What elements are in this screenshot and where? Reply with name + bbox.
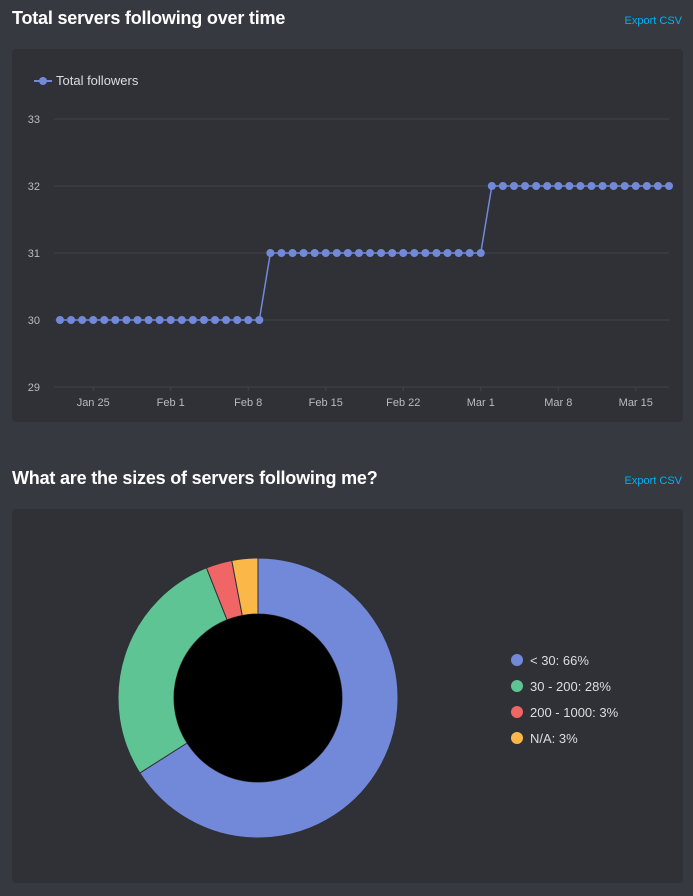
data-point <box>255 316 264 324</box>
legend-item: 30 - 200: 28% <box>511 673 618 699</box>
legend-item: < 30: 66% <box>511 647 618 673</box>
data-point <box>211 316 220 324</box>
sizes-chart-panel <box>12 509 683 883</box>
data-point <box>642 182 651 190</box>
data-point <box>498 182 507 190</box>
data-point <box>177 316 186 324</box>
data-point <box>122 316 131 324</box>
data-point <box>155 316 164 324</box>
sizes-legend: < 30: 66% 30 - 200: 28% 200 - 1000: 3% N/A:… <box>511 647 618 751</box>
legend-label: N/A: 3% <box>530 730 578 746</box>
data-point <box>56 316 64 324</box>
legend-label: 30 - 200: 28% <box>530 678 611 694</box>
x-tick-label: Feb 22 <box>386 397 420 409</box>
export-csv-sizes-link[interactable]: Export CSV <box>624 475 682 487</box>
legend-swatch <box>511 732 523 744</box>
data-point <box>631 182 640 190</box>
x-tick-label: Jan 25 <box>77 397 110 409</box>
data-point <box>366 249 375 257</box>
data-point <box>554 182 563 190</box>
data-point <box>443 249 452 257</box>
data-point <box>465 249 474 257</box>
data-point <box>299 249 308 257</box>
data-point <box>89 316 98 324</box>
data-point <box>188 316 197 324</box>
data-point <box>665 182 673 190</box>
data-point <box>133 316 142 324</box>
data-point <box>222 316 231 324</box>
data-point <box>565 182 574 190</box>
followers-chart-title: Total servers following over time <box>12 8 286 28</box>
data-point <box>620 182 629 190</box>
y-tick-label: 31 <box>28 248 40 260</box>
donut-hole <box>174 614 342 782</box>
data-point <box>532 182 541 190</box>
data-point <box>598 182 607 190</box>
x-tick-label: Mar 15 <box>619 397 653 409</box>
x-tick-label: Mar 1 <box>467 397 495 409</box>
data-point <box>332 249 341 257</box>
data-point <box>399 249 408 257</box>
legend-label: < 30: 66% <box>530 652 589 668</box>
data-point <box>576 182 585 190</box>
data-point <box>310 249 319 257</box>
data-point <box>266 249 275 257</box>
x-tick-label: Mar 8 <box>544 397 572 409</box>
data-point <box>199 316 208 324</box>
data-point <box>277 249 286 257</box>
legend-marker <box>39 77 47 85</box>
x-tick-label: Feb 15 <box>309 397 343 409</box>
data-point <box>410 249 419 257</box>
data-point <box>166 316 175 324</box>
export-csv-followers-link[interactable]: Export CSV <box>624 15 682 27</box>
data-point <box>432 249 441 257</box>
legend-swatch <box>511 654 523 666</box>
legend-label-total-followers: Total followers <box>56 73 139 88</box>
data-point <box>321 249 330 257</box>
y-tick-label: 32 <box>28 181 40 193</box>
data-point <box>78 316 87 324</box>
data-point <box>388 249 397 257</box>
followers-line-chart: 29 30 31 32 33 Jan 25 Feb 1 Feb 8 Feb 15 Feb 22 Ma… <box>28 73 673 409</box>
legend-item: 200 - 1000: 3% <box>511 699 618 725</box>
x-tick-label: Feb 8 <box>234 397 262 409</box>
data-point <box>587 182 596 190</box>
data-point <box>244 316 253 324</box>
legend-item: N/A: 3% <box>511 725 618 751</box>
data-point <box>543 182 552 190</box>
data-point <box>144 316 153 324</box>
data-point <box>354 249 363 257</box>
y-tick-label: 29 <box>28 382 40 394</box>
data-point <box>233 316 242 324</box>
data-point <box>609 182 618 190</box>
legend-swatch <box>511 706 523 718</box>
data-point <box>653 182 662 190</box>
y-tick-label: 33 <box>28 114 40 126</box>
data-point <box>487 182 496 190</box>
followers-chart-panel: 29 30 31 32 33 Jan 25 Feb 1 Feb 8 Feb 15 Feb 22 Ma… <box>12 49 683 422</box>
data-point <box>521 182 530 190</box>
data-point <box>377 249 386 257</box>
data-point <box>454 249 463 257</box>
data-point <box>509 182 518 190</box>
data-point <box>476 249 485 257</box>
data-point <box>111 316 120 324</box>
legend-swatch <box>511 680 523 692</box>
data-point <box>67 316 76 324</box>
y-tick-label: 30 <box>28 315 40 327</box>
legend-label: 200 - 1000: 3% <box>530 704 619 720</box>
sizes-chart-title: What are the sizes of servers following … <box>12 468 378 488</box>
data-point <box>421 249 430 257</box>
x-tick-label: Feb 1 <box>157 397 185 409</box>
sizes-donut-chart <box>117 557 399 839</box>
data-point <box>100 316 109 324</box>
data-point <box>288 249 297 257</box>
data-point <box>343 249 352 257</box>
